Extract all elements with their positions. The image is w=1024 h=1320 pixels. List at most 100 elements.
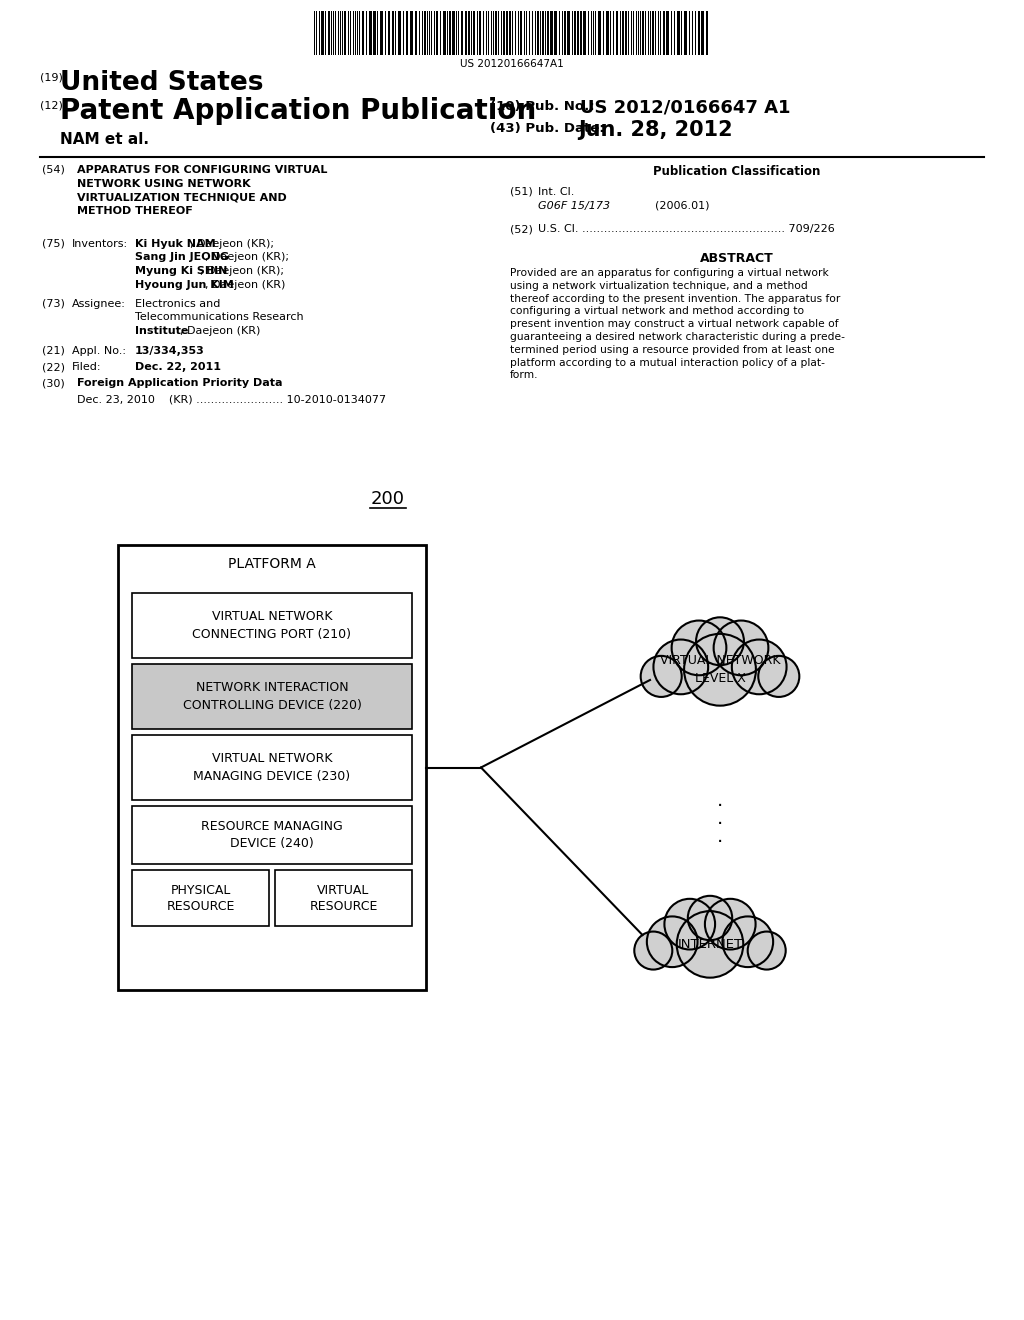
Bar	[132, 735, 412, 800]
Bar	[537, 11, 539, 55]
Text: (52): (52)	[510, 224, 532, 234]
Bar	[509, 11, 511, 55]
Bar	[542, 11, 544, 55]
Text: Dec. 23, 2010    (KR) ........................ 10-2010-0134077: Dec. 23, 2010 (KR) .....................…	[77, 393, 386, 404]
Text: (54): (54)	[42, 165, 65, 176]
Text: PLATFORM A: PLATFORM A	[228, 557, 315, 572]
Text: Int. Cl.: Int. Cl.	[538, 187, 574, 197]
Bar	[452, 11, 455, 55]
Text: Hyoung Jun KIM: Hyoung Jun KIM	[135, 280, 233, 289]
Bar	[616, 11, 618, 55]
Bar	[567, 11, 570, 55]
Bar	[461, 11, 463, 55]
Bar	[663, 11, 665, 55]
Text: Filed:: Filed:	[72, 362, 101, 372]
Bar	[520, 11, 522, 55]
Text: RESOURCE MANAGING: RESOURCE MANAGING	[201, 820, 343, 833]
Bar	[495, 11, 497, 55]
Text: , Daejeon (KR);: , Daejeon (KR);	[200, 267, 284, 276]
Circle shape	[653, 639, 709, 694]
Bar	[606, 11, 609, 55]
Text: US 2012/0166647 A1: US 2012/0166647 A1	[580, 99, 791, 117]
Bar	[312, 11, 712, 55]
Bar	[583, 11, 586, 55]
Text: Sang Jin JEONG: Sang Jin JEONG	[135, 252, 229, 263]
Circle shape	[647, 916, 697, 968]
Circle shape	[665, 899, 715, 949]
Bar	[577, 11, 579, 55]
Text: VIRTUAL NETWORK: VIRTUAL NETWORK	[212, 752, 332, 766]
Bar	[443, 11, 446, 55]
Bar	[652, 11, 654, 55]
Text: guaranteeing a desired network characteristic during a prede-: guaranteeing a desired network character…	[510, 333, 845, 342]
Text: U.S. Cl. ........................................................ 709/226: U.S. Cl. ...............................…	[538, 224, 835, 234]
Text: Ki Hyuk NAM: Ki Hyuk NAM	[135, 239, 216, 249]
Text: , Daejeon (KR);: , Daejeon (KR);	[205, 252, 289, 263]
Bar	[550, 11, 553, 55]
Text: PHYSICAL: PHYSICAL	[170, 883, 230, 896]
Text: using a network virtualization technique, and a method: using a network virtualization technique…	[510, 281, 808, 290]
Text: APPARATUS FOR CONFIGURING VIRTUAL
NETWORK USING NETWORK
VIRTUALIZATION TECHNIQUE: APPARATUS FOR CONFIGURING VIRTUAL NETWOR…	[77, 165, 328, 215]
Text: (19): (19)	[40, 73, 62, 83]
Bar	[698, 11, 700, 55]
Bar	[580, 11, 582, 55]
Text: , Daejeon (KR): , Daejeon (KR)	[180, 326, 260, 337]
Bar	[275, 870, 412, 927]
Bar	[392, 11, 394, 55]
Text: Myung Ki SHIN: Myung Ki SHIN	[135, 267, 227, 276]
Text: VIRTUAL NETWORK: VIRTUAL NETWORK	[212, 610, 332, 623]
Bar	[622, 11, 624, 55]
Text: form.: form.	[510, 371, 539, 380]
Text: (22): (22)	[42, 362, 65, 372]
Bar	[328, 11, 330, 55]
Text: Assignee:: Assignee:	[72, 300, 126, 309]
Circle shape	[723, 916, 773, 968]
Text: configuring a virtual network and method according to: configuring a virtual network and method…	[510, 306, 804, 317]
Bar	[132, 870, 269, 927]
Text: (10) Pub. No.:: (10) Pub. No.:	[490, 100, 595, 114]
Bar	[701, 11, 705, 55]
Text: CONTROLLING DEVICE (220): CONTROLLING DEVICE (220)	[182, 700, 361, 711]
Bar	[132, 664, 412, 729]
Text: (51): (51)	[510, 187, 532, 197]
Bar	[564, 11, 566, 55]
Text: Institute: Institute	[135, 326, 188, 337]
Bar	[132, 807, 412, 865]
Text: (43) Pub. Date:: (43) Pub. Date:	[490, 121, 604, 135]
Bar	[547, 11, 549, 55]
Circle shape	[748, 932, 785, 970]
Bar	[554, 11, 557, 55]
Text: US 20120166647A1: US 20120166647A1	[460, 59, 564, 69]
Text: ABSTRACT: ABSTRACT	[700, 252, 774, 265]
Circle shape	[759, 656, 800, 697]
Bar	[436, 11, 438, 55]
Text: present invention may construct a virtual network capable of: present invention may construct a virtua…	[510, 319, 839, 329]
Text: (21): (21)	[42, 346, 65, 355]
Text: Telecommunications Research: Telecommunications Research	[135, 313, 304, 322]
Text: Appl. No.:: Appl. No.:	[72, 346, 126, 355]
Circle shape	[677, 911, 743, 978]
Circle shape	[688, 896, 732, 940]
Bar	[706, 11, 708, 55]
Text: (30): (30)	[42, 379, 65, 388]
Bar	[388, 11, 390, 55]
Bar	[503, 11, 505, 55]
Text: MANAGING DEVICE (230): MANAGING DEVICE (230)	[194, 770, 350, 783]
Bar	[362, 11, 364, 55]
Bar	[424, 11, 426, 55]
Circle shape	[641, 656, 682, 697]
Text: Foreign Application Priority Data: Foreign Application Priority Data	[77, 379, 283, 388]
Text: Jun. 28, 2012: Jun. 28, 2012	[578, 120, 732, 140]
Text: RESOURCE: RESOURCE	[166, 899, 234, 912]
Bar	[468, 11, 470, 55]
Text: Provided are an apparatus for configuring a virtual network: Provided are an apparatus for configurin…	[510, 268, 828, 279]
Text: (12): (12)	[40, 100, 62, 110]
Text: (73): (73)	[42, 300, 65, 309]
Text: Electronics and: Electronics and	[135, 300, 220, 309]
Bar	[344, 11, 346, 55]
Text: DEVICE (240): DEVICE (240)	[230, 837, 314, 850]
Text: LEVEL X: LEVEL X	[694, 672, 745, 685]
Bar	[380, 11, 383, 55]
Circle shape	[714, 620, 768, 676]
Circle shape	[672, 620, 726, 676]
